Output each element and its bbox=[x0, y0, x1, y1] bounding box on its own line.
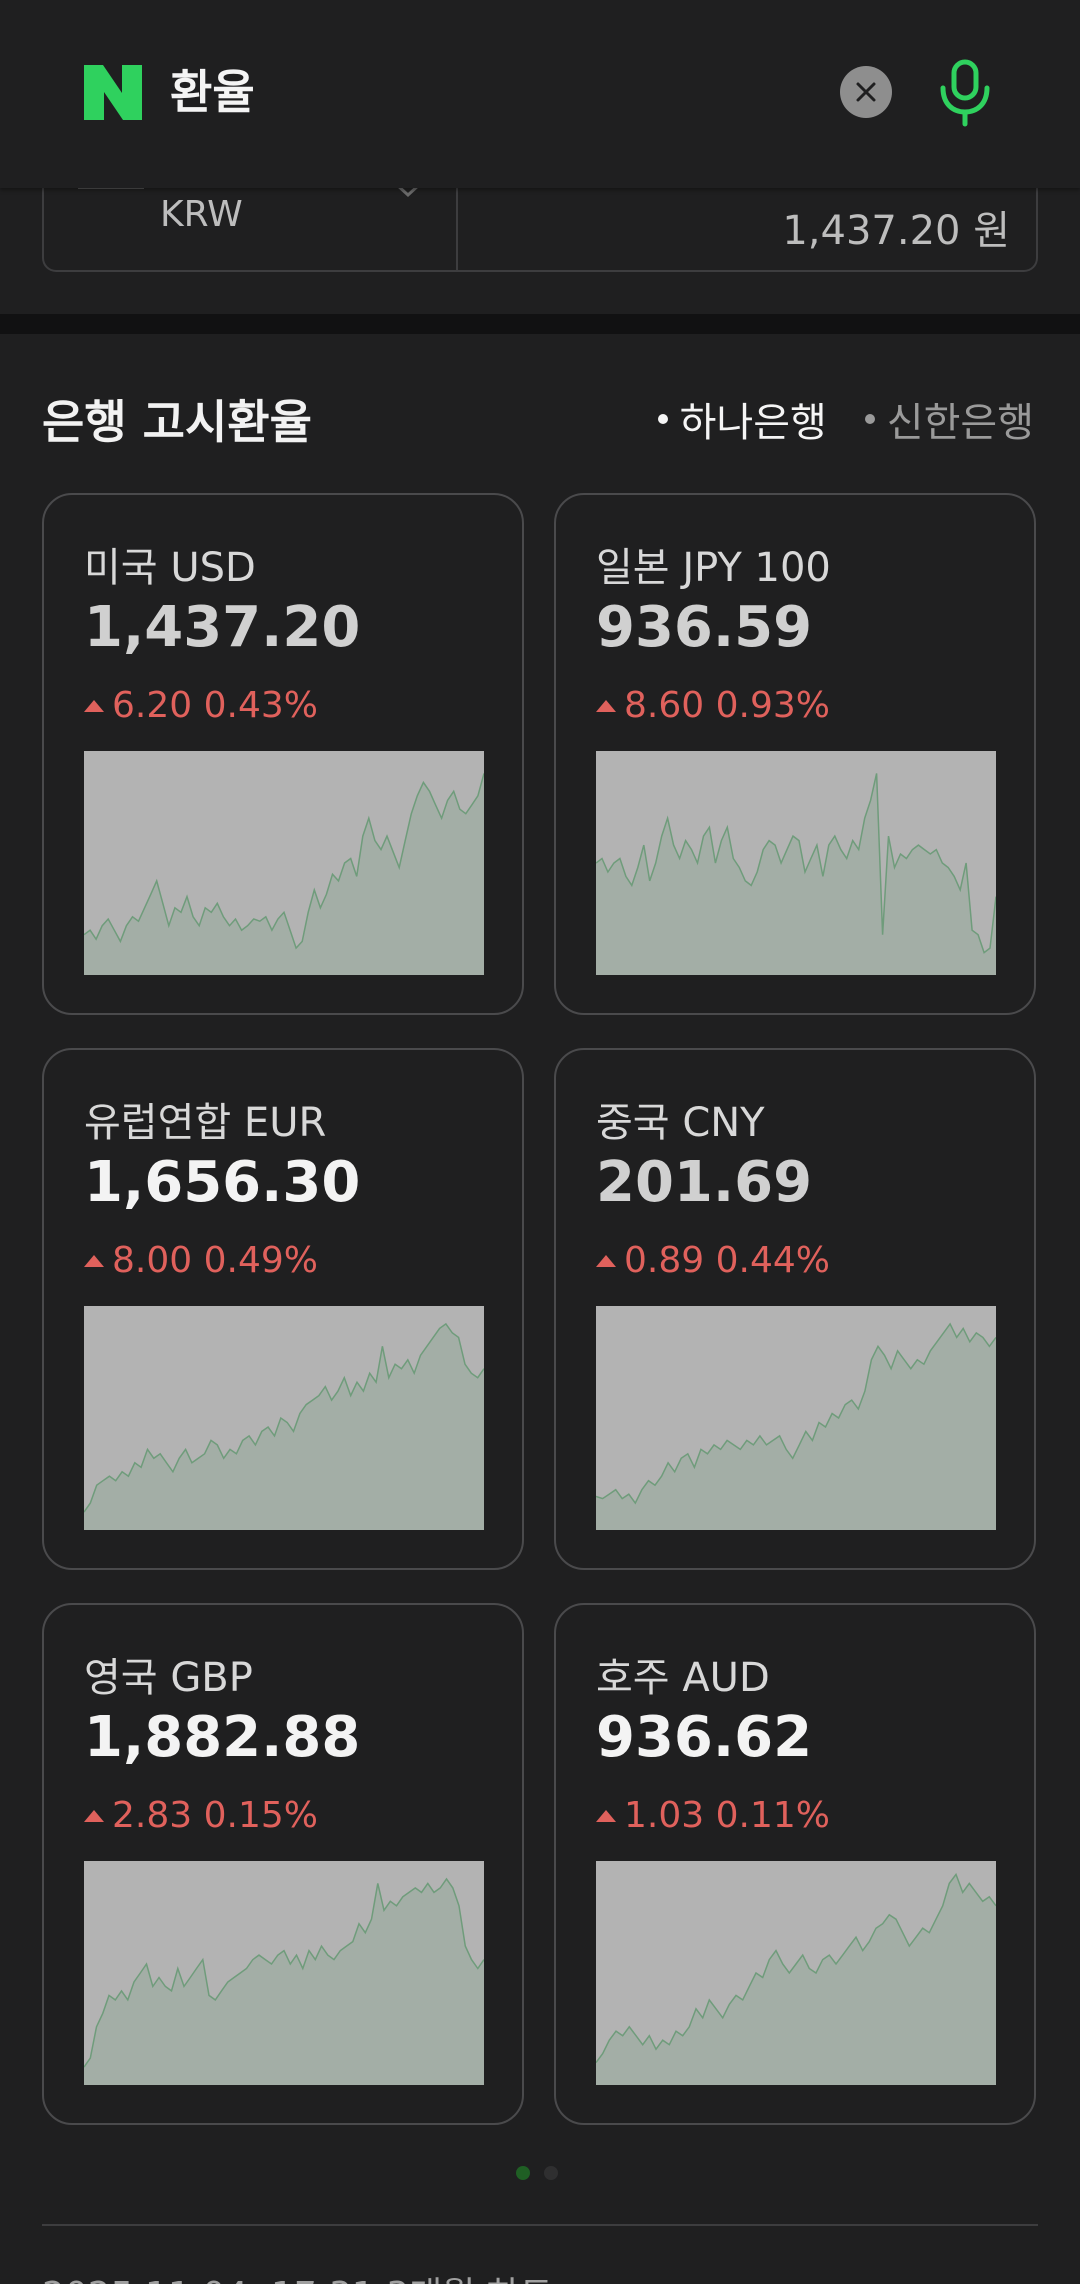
trend-chart bbox=[84, 1861, 484, 2085]
trend-area bbox=[596, 1874, 996, 2085]
bullet-icon bbox=[864, 414, 875, 424]
change-value: 6.20 0.43% bbox=[112, 685, 318, 726]
close-icon bbox=[856, 82, 876, 102]
page-dot-active[interactable] bbox=[516, 2166, 530, 2180]
currency-name: 유럽연합 EUR bbox=[84, 1100, 327, 1146]
up-triangle-icon bbox=[84, 1809, 104, 1822]
bank-tabs: 하나은행 신한은행 bbox=[657, 390, 1034, 448]
currency-name: 일본 JPY 100 bbox=[596, 545, 831, 591]
section-title: 은행 고시환율 bbox=[42, 395, 312, 449]
tab-shinhan-bank[interactable]: 신한은행 bbox=[864, 390, 1034, 448]
tab-hana-bank[interactable]: 하나은행 bbox=[657, 390, 827, 448]
divider bbox=[42, 2224, 1038, 2226]
trend-line bbox=[84, 1322, 484, 1513]
up-triangle-icon bbox=[84, 699, 104, 712]
search-query[interactable]: 환율 bbox=[170, 65, 255, 119]
rate-card-jpy[interactable]: 일본 JPY 100 936.59 8.60 0.93% bbox=[554, 493, 1036, 1015]
exchange-rate: 1,437.20 bbox=[84, 595, 361, 660]
rate-change: 6.20 0.43% bbox=[84, 685, 318, 726]
trend-chart bbox=[596, 1861, 996, 2085]
microphone-icon[interactable] bbox=[935, 58, 995, 128]
up-triangle-icon bbox=[84, 1254, 104, 1267]
currency-code: KRW bbox=[160, 194, 243, 235]
page-indicator bbox=[516, 2166, 558, 2180]
trend-line bbox=[84, 1877, 484, 2068]
rate-card-aud[interactable]: 호주 AUD 936.62 1.03 0.11% bbox=[554, 1603, 1036, 2125]
trend-area bbox=[596, 773, 996, 975]
converted-amount[interactable]: 1,437.20 원 bbox=[782, 208, 1010, 254]
change-value: 8.60 0.93% bbox=[624, 685, 830, 726]
page-dot[interactable] bbox=[544, 2166, 558, 2180]
clear-button[interactable] bbox=[840, 66, 892, 118]
exchange-rate: 936.59 bbox=[596, 595, 813, 660]
currency-select[interactable]: KRW bbox=[44, 150, 458, 270]
exchange-rate: 1,656.30 bbox=[84, 1150, 361, 1215]
up-triangle-icon bbox=[596, 1809, 616, 1822]
currency-converter: KRW 1,437.20 원 bbox=[42, 150, 1038, 272]
rate-change: 2.83 0.15% bbox=[84, 1795, 318, 1836]
rate-card-gbp[interactable]: 영국 GBP 1,882.88 2.83 0.15% bbox=[42, 1603, 524, 2125]
timestamp-note: 2025.11.04. 17:31 3개월 하드 bbox=[42, 2266, 553, 2284]
naver-logo-icon[interactable] bbox=[84, 65, 142, 120]
section-divider bbox=[0, 314, 1080, 334]
exchange-rate: 201.69 bbox=[596, 1150, 813, 1215]
exchange-rate: 1,882.88 bbox=[84, 1705, 361, 1770]
rate-change: 8.60 0.93% bbox=[596, 685, 830, 726]
currency-name: 영국 GBP bbox=[84, 1655, 253, 1701]
rate-change: 0.89 0.44% bbox=[596, 1240, 830, 1281]
change-value: 0.89 0.44% bbox=[624, 1240, 830, 1281]
trend-line bbox=[84, 773, 484, 950]
trend-line bbox=[596, 1322, 996, 1505]
rate-card-eur[interactable]: 유럽연합 EUR 1,656.30 8.00 0.49% bbox=[42, 1048, 524, 1570]
search-header: 환율 bbox=[0, 0, 1080, 188]
currency-name: 호주 AUD bbox=[596, 1655, 770, 1701]
up-triangle-icon bbox=[596, 1254, 616, 1267]
rate-card-usd[interactable]: 미국 USD 1,437.20 6.20 0.43% bbox=[42, 493, 524, 1015]
up-triangle-icon bbox=[596, 699, 616, 712]
trend-area bbox=[596, 1323, 996, 1530]
trend-area bbox=[84, 1323, 484, 1530]
trend-line bbox=[596, 1872, 996, 2064]
exchange-rate: 936.62 bbox=[596, 1705, 813, 1770]
rate-card-cny[interactable]: 중국 CNY 201.69 0.89 0.44% bbox=[554, 1048, 1036, 1570]
change-value: 2.83 0.15% bbox=[112, 1795, 318, 1836]
trend-chart bbox=[84, 1306, 484, 1530]
change-value: 1.03 0.11% bbox=[624, 1795, 830, 1836]
trend-area bbox=[84, 1878, 484, 2085]
currency-name: 중국 CNY bbox=[596, 1100, 765, 1146]
trend-chart bbox=[596, 751, 996, 975]
currency-name: 미국 USD bbox=[84, 545, 256, 591]
trend-chart bbox=[596, 1306, 996, 1530]
trend-area bbox=[84, 773, 484, 975]
trend-chart bbox=[84, 751, 484, 975]
bullet-icon bbox=[657, 414, 668, 424]
trend-line bbox=[596, 773, 996, 954]
bank-tab-label: 하나은행 bbox=[679, 400, 827, 446]
bank-tab-label: 신한은행 bbox=[886, 400, 1034, 446]
change-value: 8.00 0.49% bbox=[112, 1240, 318, 1281]
rate-change: 8.00 0.49% bbox=[84, 1240, 318, 1281]
rate-change: 1.03 0.11% bbox=[596, 1795, 830, 1836]
